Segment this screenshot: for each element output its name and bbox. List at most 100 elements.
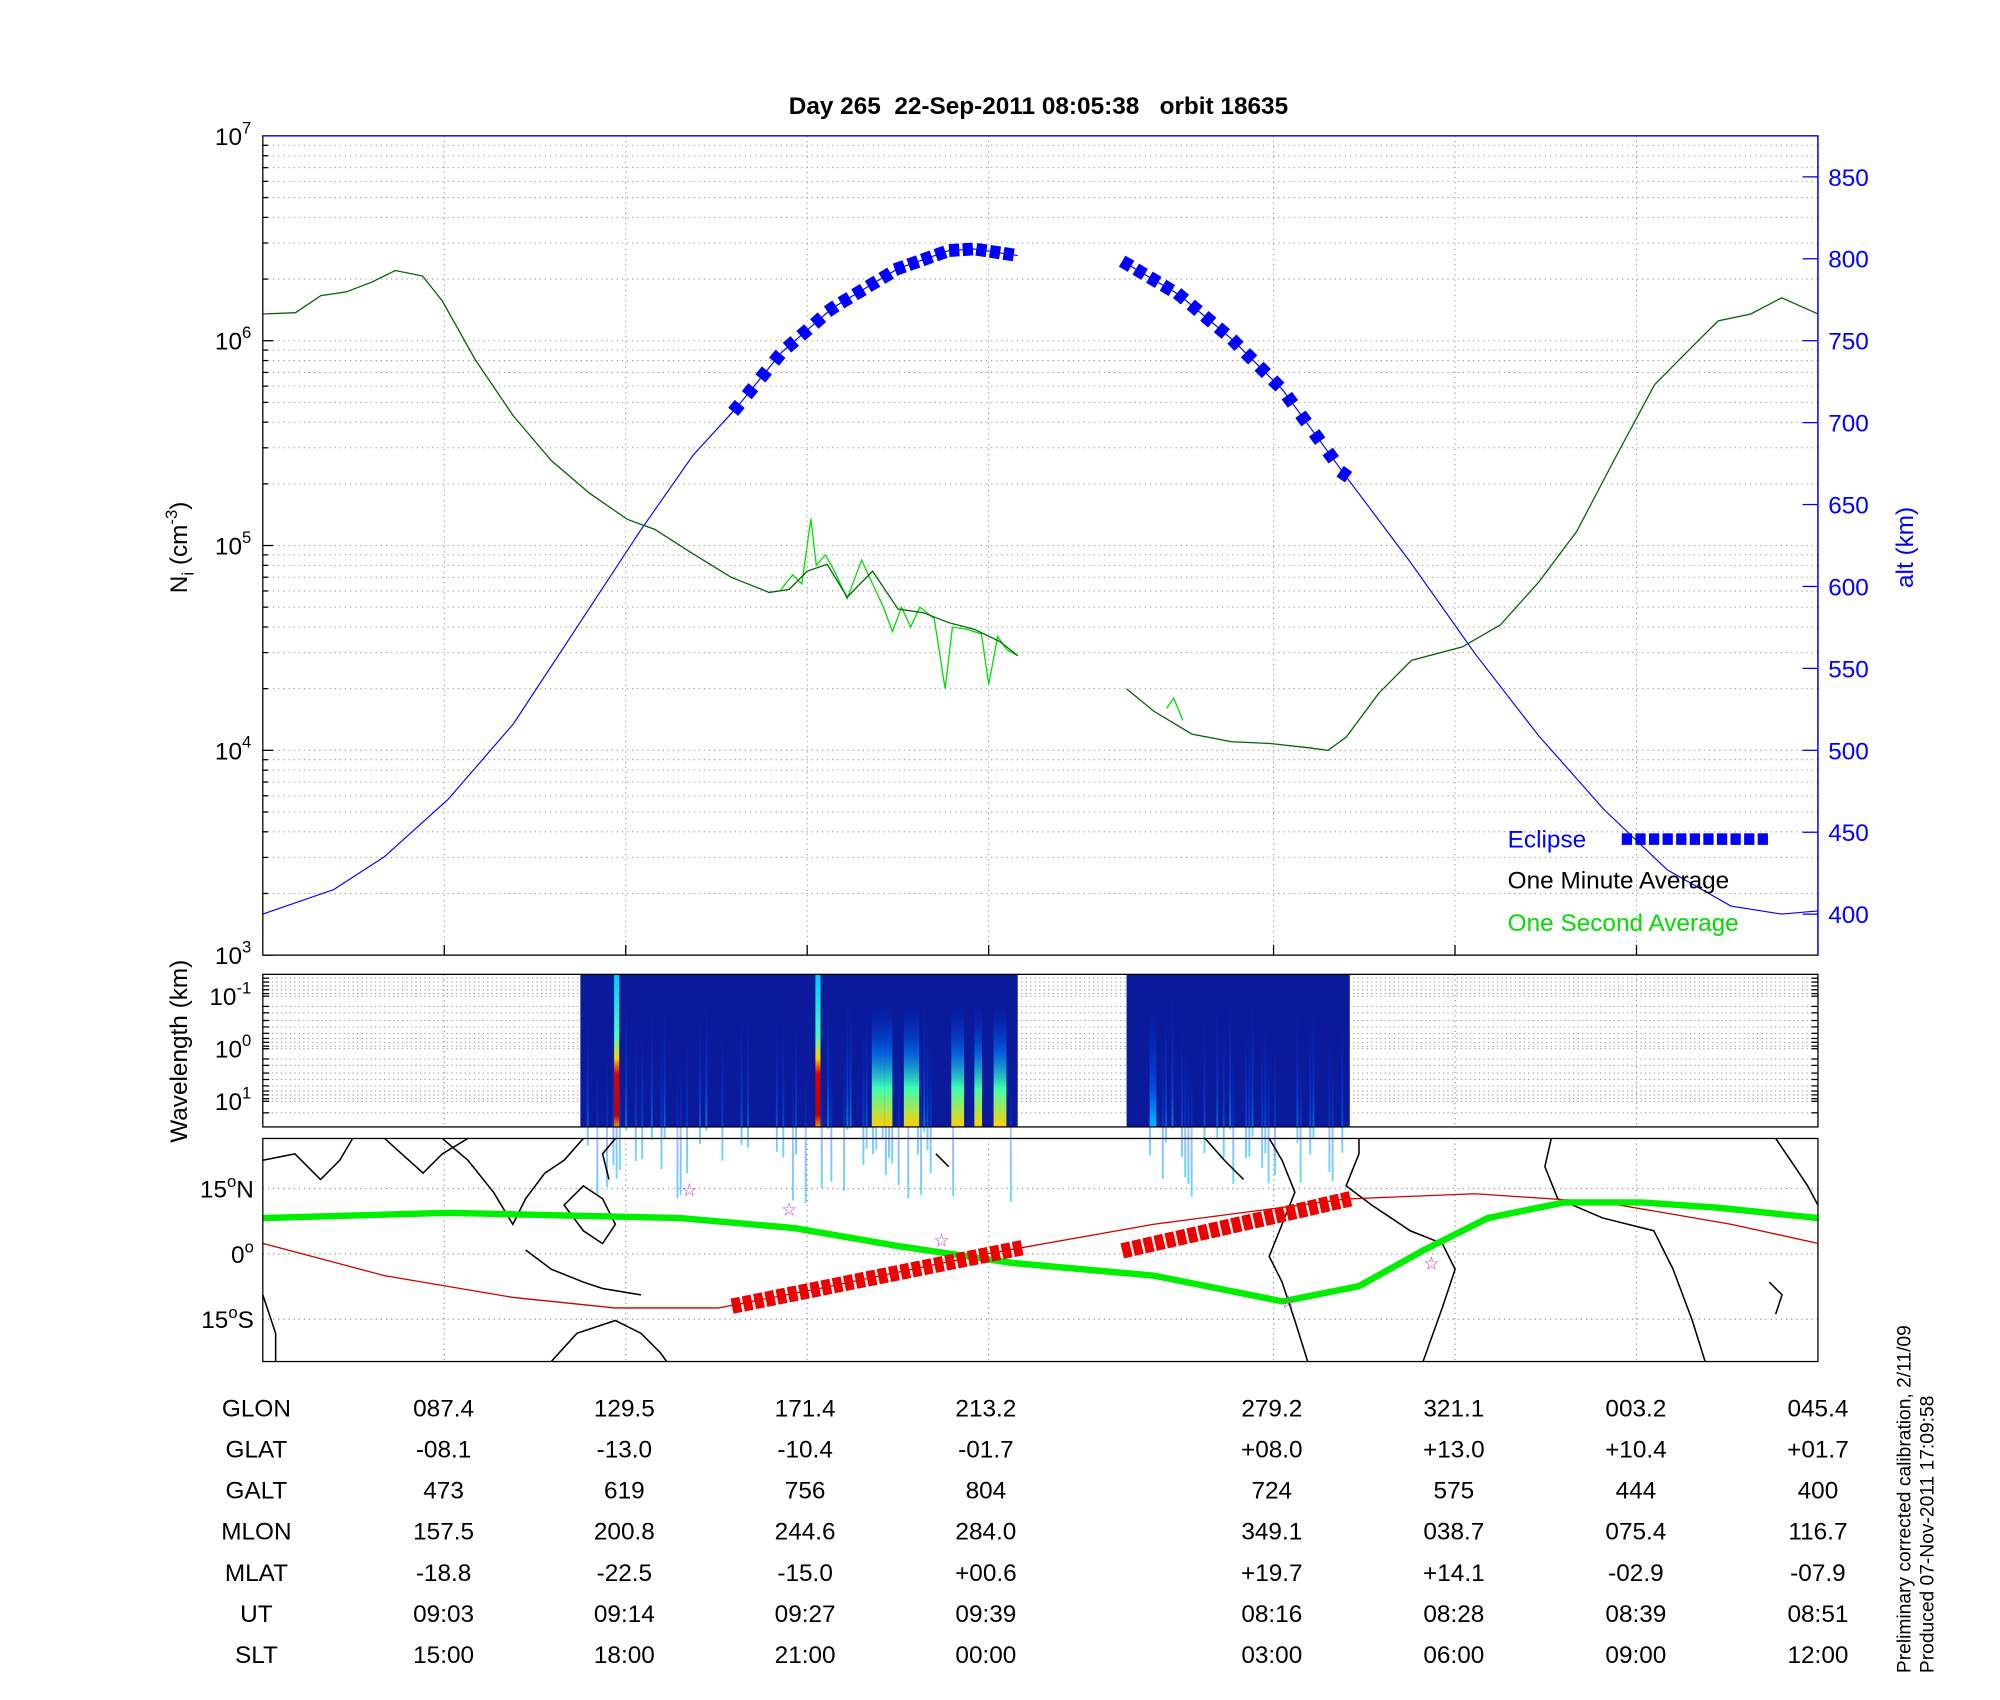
legend-eclipse-square [1635,833,1646,845]
spectrogram-streak [1274,1022,1276,1176]
density-altitude-plot: 103 104 105 106 107 400 450 500 550 600 650 700 750 8… [215,118,1869,970]
table-row-label: GLAT [226,1437,288,1464]
spectrogram-streak [849,975,852,1129]
table-cell: 116.7 [1788,1519,1847,1546]
table-cell: 09:14 [594,1601,655,1628]
y2-tick-label: 500 [1828,738,1869,765]
spectrogram-streak [625,978,628,1131]
eclipse-marker [1254,361,1271,379]
table-cell: 075.4 [1605,1519,1666,1546]
eclipse-track-marker [1197,1223,1210,1241]
spectrogram-streak [820,1035,823,1188]
spectrogram-intensity-band [903,999,920,1127]
eclipse-marker [1308,429,1326,445]
eclipse-track-marker [1219,1218,1232,1236]
y2-tick-label: 450 [1828,820,1869,847]
table-cell: 321.1 [1423,1396,1484,1423]
table-cell: 244.6 [775,1519,836,1546]
table-cell: 444 [1616,1478,1657,1505]
eclipse-track-marker [786,1285,799,1303]
table-cell: +01.7 [1787,1437,1849,1464]
eclipse-track-marker [1131,1238,1144,1256]
y-tick-label: 106 [215,323,251,356]
legend-eclipse-marker [1621,833,1768,845]
table-cell: +14.1 [1423,1560,1485,1587]
spectrogram-streak [686,1020,689,1174]
spectrogram-streak [846,977,849,1130]
table-row-label: GALT [226,1478,288,1505]
eclipse-marker [1132,263,1148,280]
coastline [563,1184,617,1245]
legend: Eclipse One Minute Average One Second Av… [1508,826,1768,937]
spectrogram-streak [920,1042,923,1195]
spectrogram-streak [1216,986,1219,1140]
y2-tick-label: 750 [1828,329,1869,356]
spectrogram-intensity-band [884,999,893,1127]
eclipse-marker [1227,334,1244,351]
eclipse-track-marker [820,1278,833,1296]
star-icon: ☆ [681,1180,697,1200]
coastline [384,1137,469,1175]
spectrogram-streak [923,979,926,1133]
table-cell: -13.0 [597,1437,653,1464]
table-cell: 15:00 [413,1642,474,1669]
spectrogram-streak [705,978,708,1131]
eclipse-marker [1336,466,1353,483]
eclipse-marker [837,292,854,309]
spectrogram-intensity-band [815,974,821,1127]
spectrogram-streak [827,976,830,1129]
footer-calibration: Preliminary corrected calibration, 2/11/… [1894,1325,1915,1673]
eclipse-marker [864,275,881,293]
eclipse-track-marker [899,1262,912,1280]
spectrogram-streak [830,1028,833,1182]
coastline [601,1137,616,1180]
altitude-line [1126,263,1818,915]
eclipse-track-marker [1285,1203,1298,1221]
eclipse-marker [933,245,948,262]
eclipse-track-marker [955,1251,968,1269]
spectrogram-streak [1251,984,1254,1137]
eclipse-marker [1186,299,1203,317]
legend-eclipse-square [1648,833,1660,845]
table-cell: 575 [1434,1478,1475,1505]
spectrogram-streak [679,1042,682,1195]
spectrogram-streak [1222,1005,1225,1158]
eclipse-track-marker [1252,1211,1265,1229]
table-cell: 003.2 [1605,1396,1666,1423]
spectrogram-streak [1009,1049,1012,1202]
table-cell: 09:39 [955,1601,1016,1628]
spectrogram-streak [747,995,749,1148]
eclipse-marker [988,244,1002,260]
star-icon: ☆ [1280,1292,1296,1312]
coastline [1775,1138,1819,1206]
eclipse-track-marker [1230,1216,1243,1234]
y2-tick-label: 700 [1828,411,1869,438]
table-row-label: MLON [221,1519,291,1546]
coastline [1544,1138,1706,1362]
y2-tick-label: 400 [1828,902,1869,929]
spectrogram-streak [897,1032,900,1186]
spectrogram-streak [782,1004,785,1158]
star-icon: ☆ [781,1199,797,1219]
table-row-label: MLAT [225,1560,288,1587]
coastline [262,1294,277,1362]
table-cell: 279.2 [1241,1396,1302,1423]
table-cell: 08:16 [1241,1601,1302,1628]
table-cell: 045.4 [1787,1396,1848,1423]
y2-tick-label: 850 [1828,165,1869,192]
y-tick-label: 105 [215,528,251,561]
eclipse-track-marker [730,1296,743,1314]
spectrogram-streak [663,986,666,1139]
spectrogram-tick-label: 100 [215,1031,251,1064]
legend-eclipse-square [1621,833,1633,845]
spectrogram-streak [721,1008,724,1161]
spectrogram-streak [618,1017,621,1171]
eclipse-track-marker [831,1276,844,1294]
legend-eclipse: Eclipse [1508,826,1586,853]
spectrogram-streak [1184,1024,1187,1178]
eclipse-marker [810,312,827,329]
eclipse-track-marker [1000,1242,1013,1260]
spectrogram-streak [1309,1001,1312,1155]
eclipse-track-marker [1186,1226,1199,1244]
spectrogram-streak [1203,1000,1206,1154]
